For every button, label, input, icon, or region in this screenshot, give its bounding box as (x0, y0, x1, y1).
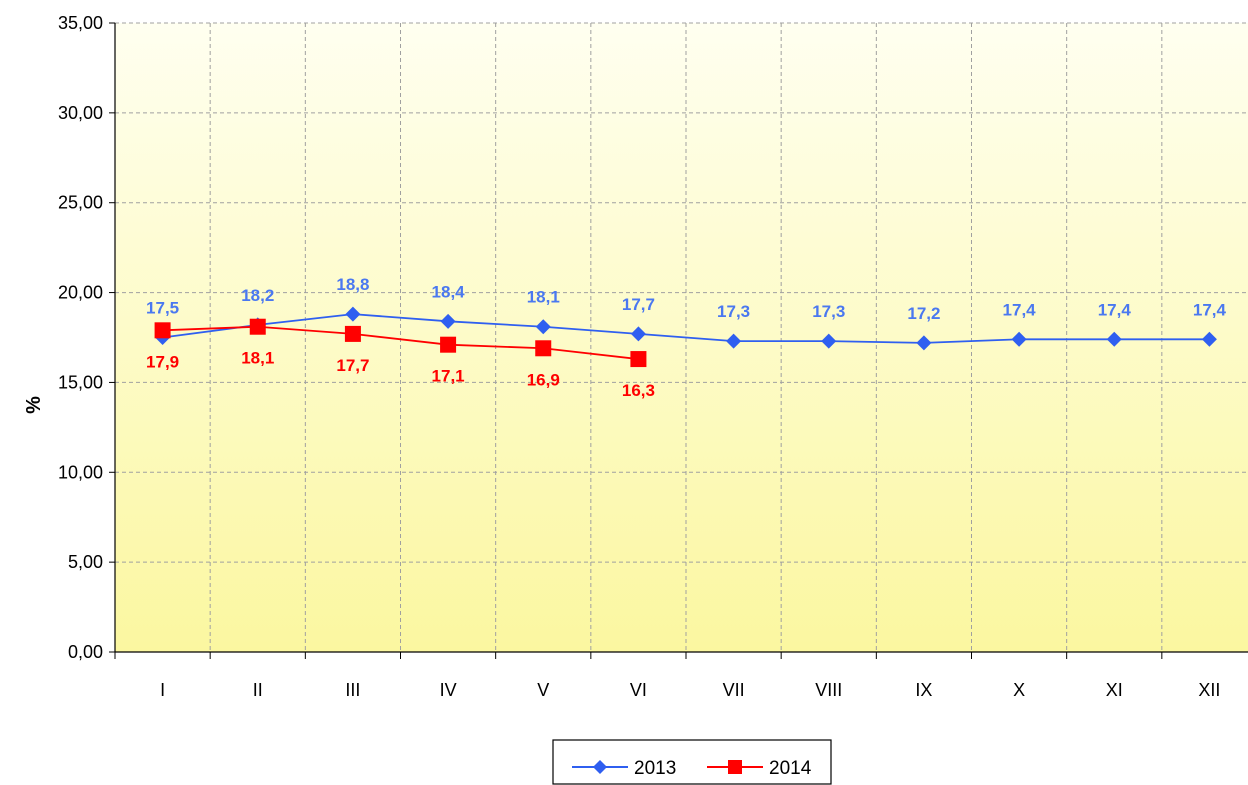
point-2013 (345, 306, 361, 322)
legend-marker-2014 (728, 760, 742, 774)
y-tick-label: 15,00 (58, 372, 103, 392)
x-tick-label: XI (1106, 680, 1123, 700)
x-tick-label: XII (1198, 680, 1220, 700)
y-tick-label: 35,00 (58, 13, 103, 33)
point-2013 (916, 335, 932, 351)
data-label-2013: 17,4 (1098, 300, 1132, 319)
data-label-2013: 18,8 (336, 275, 369, 294)
y-tick-label: 25,00 (58, 193, 103, 213)
series-lines (154, 306, 1217, 368)
y-tick-label: 5,00 (68, 552, 103, 572)
y-tick-label: 0,00 (68, 642, 103, 662)
data-label-2013: 17,4 (1193, 300, 1227, 319)
x-tick-label: II (253, 680, 263, 700)
x-tick-label: VI (630, 680, 647, 700)
gridlines (115, 22, 1248, 652)
data-label-2014: 17,7 (336, 356, 369, 375)
point-2014 (249, 318, 266, 335)
y-tick-labels: 0,00 5,00 10,00 15,00 20,00 25,00 30,00 35,00 (58, 13, 103, 662)
legend-label-2013: 2013 (634, 758, 676, 779)
point-2013 (821, 333, 837, 349)
x-tick-label: IV (440, 680, 457, 700)
legend: 2013 2014 (552, 739, 832, 785)
y-tick-label: 30,00 (58, 103, 103, 123)
data-label-2013: 17,5 (146, 299, 179, 318)
point-2013 (1106, 331, 1122, 347)
x-tick-label: III (345, 680, 360, 700)
x-tick-label: V (537, 680, 549, 700)
data-label-2013: 17,7 (622, 295, 655, 314)
data-label-2013: 18,1 (527, 288, 560, 307)
series-line-2013 (162, 313, 1210, 344)
data-label-2013: 17,2 (907, 304, 940, 323)
point-2013 (726, 333, 742, 349)
series-line-2014 (162, 325, 639, 360)
x-tick-labels: I II III IV V VI VII VIII IX X XI XII (160, 680, 1220, 700)
data-label-2014: 18,1 (241, 349, 274, 368)
x-tick-label: X (1013, 680, 1025, 700)
x-tick-label: VII (723, 680, 745, 700)
y-tick-label: 20,00 (58, 283, 103, 303)
point-2014 (154, 322, 171, 339)
legend-marker-2013 (593, 760, 607, 774)
axes (109, 22, 1248, 659)
data-label-2013: 17,3 (717, 302, 750, 321)
data-label-2014: 16,3 (622, 381, 655, 400)
data-label-2014: 17,9 (146, 352, 179, 371)
point-2014 (535, 340, 552, 357)
point-2013 (1011, 331, 1027, 347)
data-label-2014: 17,1 (432, 367, 465, 386)
data-label-2013: 17,4 (1003, 300, 1037, 319)
x-tick-label: IX (915, 680, 932, 700)
data-label-2013: 18,4 (432, 282, 466, 301)
point-2014 (440, 336, 457, 353)
data-label-2013: 17,3 (812, 302, 845, 321)
legend-label-2014: 2014 (769, 758, 812, 779)
point-2014 (344, 325, 361, 342)
data-label-2014: 16,9 (527, 370, 560, 389)
y-tick-label: 10,00 (58, 462, 103, 482)
point-2013 (630, 326, 646, 342)
point-2013 (1201, 331, 1217, 347)
point-2014 (630, 351, 647, 368)
x-tick-label: I (160, 680, 165, 700)
x-tick-label: VIII (815, 680, 842, 700)
data-labels: 17,5 18,2 18,8 18,4 18,1 17,7 17,3 17,3 17,2 17,4… (146, 275, 1226, 400)
data-label-2013: 18,2 (241, 286, 274, 305)
point-2013 (440, 313, 456, 329)
y-axis-title: % (23, 396, 45, 414)
point-2013 (535, 319, 551, 335)
